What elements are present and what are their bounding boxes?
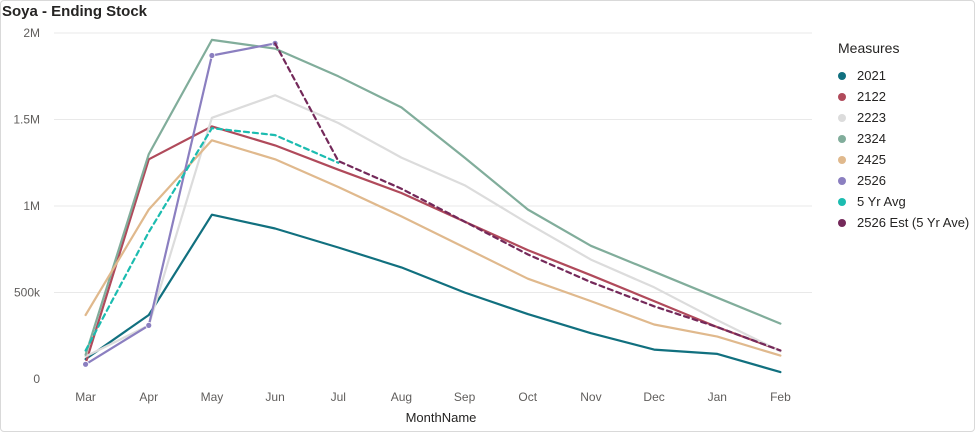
legend-items: 2021 2122 2223 2324 2425 2526 5 Yr Avg 2526 Est… <box>838 65 969 233</box>
legend-item[interactable]: 2324 <box>838 128 969 149</box>
legend-label: 2122 <box>857 89 886 104</box>
legend-label: 2425 <box>857 152 886 167</box>
legend-label: 2526 <box>857 173 886 188</box>
legend-marker <box>838 92 846 101</box>
legend-item[interactable]: 2122 <box>838 86 969 107</box>
x-tick-label: Mar <box>75 390 96 404</box>
x-tick-label: Apr <box>139 390 158 404</box>
y-tick-label: 0 <box>33 372 40 386</box>
x-tick-label: Feb <box>770 390 791 404</box>
series-line-2324 <box>84 38 782 356</box>
legend-marker <box>838 113 846 122</box>
legend-label: 2223 <box>857 110 886 125</box>
series-point-2526 <box>82 360 89 368</box>
series-line-2223 <box>84 94 782 358</box>
x-tick-label: Dec <box>643 390 664 404</box>
y-tick-label: 500k <box>14 286 41 300</box>
legend-marker <box>838 197 846 206</box>
series-line-2425 <box>84 139 782 357</box>
x-tick-label: Sep <box>454 390 476 404</box>
legend-marker <box>838 218 846 227</box>
legend-marker <box>838 71 846 80</box>
legend-item[interactable]: 5 Yr Avg <box>838 191 969 212</box>
series-point-2526 <box>145 321 153 329</box>
legend-item[interactable]: 2021 <box>838 65 969 86</box>
legend-label: 5 Yr Avg <box>857 194 906 209</box>
series-line-2526 <box>84 42 277 366</box>
y-tick-label: 2M <box>23 26 40 40</box>
legend-item[interactable]: 2425 <box>838 149 969 170</box>
x-tick-label: Oct <box>518 390 537 404</box>
legend-item[interactable]: 2526 <box>838 170 969 191</box>
x-tick-label: May <box>201 390 224 404</box>
x-axis-title: MonthName <box>406 410 477 425</box>
x-tick-label: Jul <box>331 390 346 404</box>
legend-label: 2324 <box>857 131 886 146</box>
legend: Measures 2021 2122 2223 2324 2425 2526 5 Yr Av… <box>838 40 969 233</box>
legend-title: Measures <box>838 40 900 56</box>
chart-title: Soya - Ending Stock <box>2 3 148 20</box>
series-line-2021 <box>84 213 782 374</box>
legend-label: 2526 Est (5 Yr Ave) <box>857 215 970 230</box>
y-tick-label: 1M <box>23 199 40 213</box>
legend-marker <box>838 176 846 185</box>
series-point-2526 <box>208 52 216 59</box>
series-line-2526-est-5-yr-ave- <box>274 42 782 352</box>
x-tick-label: Jun <box>265 390 284 404</box>
y-tick-label: 1.5M <box>13 113 40 127</box>
series-line-5-yr-avg <box>84 127 340 352</box>
legend-marker <box>838 134 846 143</box>
series-line-2122 <box>84 125 782 365</box>
x-tick-label: Aug <box>391 390 412 404</box>
legend-label: 2021 <box>857 68 886 83</box>
legend-item[interactable]: 2526 Est (5 Yr Ave) <box>838 212 969 233</box>
legend-item[interactable]: 2223 <box>838 107 969 128</box>
legend-marker <box>838 155 846 164</box>
x-tick-label: Jan <box>708 390 727 404</box>
x-tick-label: Nov <box>580 390 601 404</box>
